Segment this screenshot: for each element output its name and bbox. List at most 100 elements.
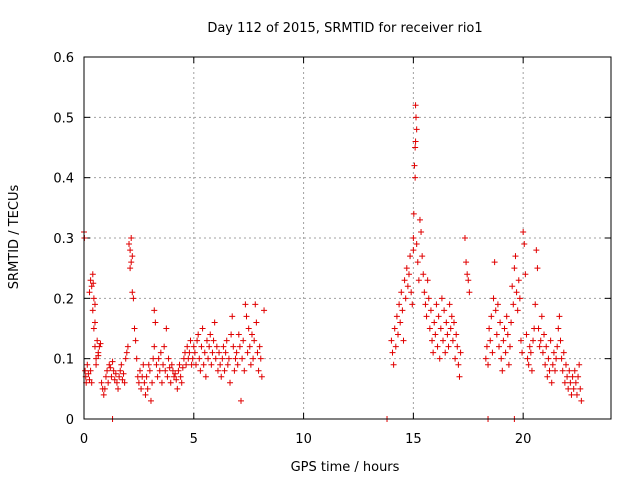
data-point — [98, 379, 105, 386]
data-point — [496, 343, 503, 350]
data-point — [553, 355, 560, 362]
data-point — [171, 373, 178, 380]
data-point — [140, 361, 147, 368]
data-point — [101, 385, 108, 392]
data-point — [418, 228, 425, 235]
data-point — [166, 364, 173, 371]
data-point — [541, 331, 548, 338]
data-point — [571, 367, 578, 374]
data-point — [184, 343, 191, 350]
data-point — [117, 367, 124, 374]
data-point — [131, 325, 138, 332]
x-tick-label: 0 — [80, 432, 88, 447]
data-point — [567, 379, 574, 386]
data-point — [504, 331, 511, 338]
data-point — [446, 301, 453, 308]
data-point — [229, 313, 236, 320]
data-point — [508, 319, 515, 326]
data-point — [527, 349, 534, 356]
data-point — [105, 379, 112, 386]
data-point — [129, 253, 136, 260]
data-point — [413, 114, 420, 121]
data-point — [532, 301, 539, 308]
data-point — [191, 349, 198, 356]
data-point — [209, 349, 216, 356]
data-point — [566, 367, 573, 374]
data-point — [243, 313, 250, 320]
data-point — [395, 331, 402, 338]
data-point — [186, 349, 193, 356]
data-point — [90, 280, 97, 287]
data-point — [535, 325, 542, 332]
data-point — [113, 379, 120, 386]
data-point — [564, 373, 571, 380]
data-point — [110, 367, 117, 374]
data-point — [247, 361, 254, 368]
data-point — [505, 361, 512, 368]
data-point — [197, 367, 204, 374]
data-point — [177, 373, 184, 380]
data-point — [88, 379, 95, 386]
data-point — [565, 385, 572, 392]
data-point — [534, 265, 541, 272]
data-point — [390, 361, 397, 368]
data-point — [203, 337, 210, 344]
data-point — [528, 367, 535, 374]
data-point — [160, 361, 167, 368]
data-point — [539, 349, 546, 356]
data-point — [233, 349, 240, 356]
data-point — [575, 373, 582, 380]
data-point — [421, 289, 428, 296]
data-point — [198, 343, 205, 350]
data-point — [213, 343, 220, 350]
data-point — [413, 126, 420, 133]
data-point — [426, 325, 433, 332]
data-point — [393, 313, 400, 320]
data-point — [429, 337, 436, 344]
axis-ticks: 0 0.1 0.2 0.3 0.4 0.5 0.6 0 5 10 15 20 — [53, 51, 611, 447]
data-point — [224, 361, 231, 368]
data-point — [250, 355, 257, 362]
data-point — [248, 331, 255, 338]
data-point — [162, 367, 169, 374]
data-point — [401, 277, 408, 284]
data-point — [128, 235, 135, 241]
data-point — [145, 361, 152, 368]
data-point — [106, 361, 113, 368]
data-point — [542, 361, 549, 368]
data-point — [407, 253, 414, 260]
data-point — [161, 343, 168, 350]
data-point — [116, 373, 123, 380]
data-point — [196, 355, 203, 362]
data-point — [136, 367, 143, 374]
data-point — [123, 349, 130, 356]
data-point — [550, 349, 557, 356]
data-point — [415, 277, 422, 284]
data-point — [202, 373, 209, 380]
data-point — [482, 355, 489, 362]
data-point — [89, 271, 96, 278]
data-point — [183, 361, 190, 368]
data-point — [124, 343, 131, 350]
data-point — [515, 277, 522, 284]
data-point — [167, 379, 174, 386]
data-point — [463, 259, 470, 266]
data-point — [494, 301, 501, 308]
data-point — [158, 379, 165, 386]
data-point — [223, 337, 230, 344]
data-point — [154, 373, 161, 380]
data-point — [405, 271, 412, 278]
data-point — [562, 361, 569, 368]
data-point — [547, 337, 554, 344]
data-point — [258, 373, 265, 380]
data-point — [127, 265, 134, 272]
data-point — [572, 379, 579, 386]
data-point — [432, 331, 439, 338]
data-point — [244, 349, 251, 356]
data-point — [500, 337, 507, 344]
data-point — [452, 355, 459, 362]
data-point — [210, 337, 217, 344]
data-point — [414, 259, 421, 266]
data-point — [119, 376, 126, 383]
data-point — [86, 289, 93, 296]
